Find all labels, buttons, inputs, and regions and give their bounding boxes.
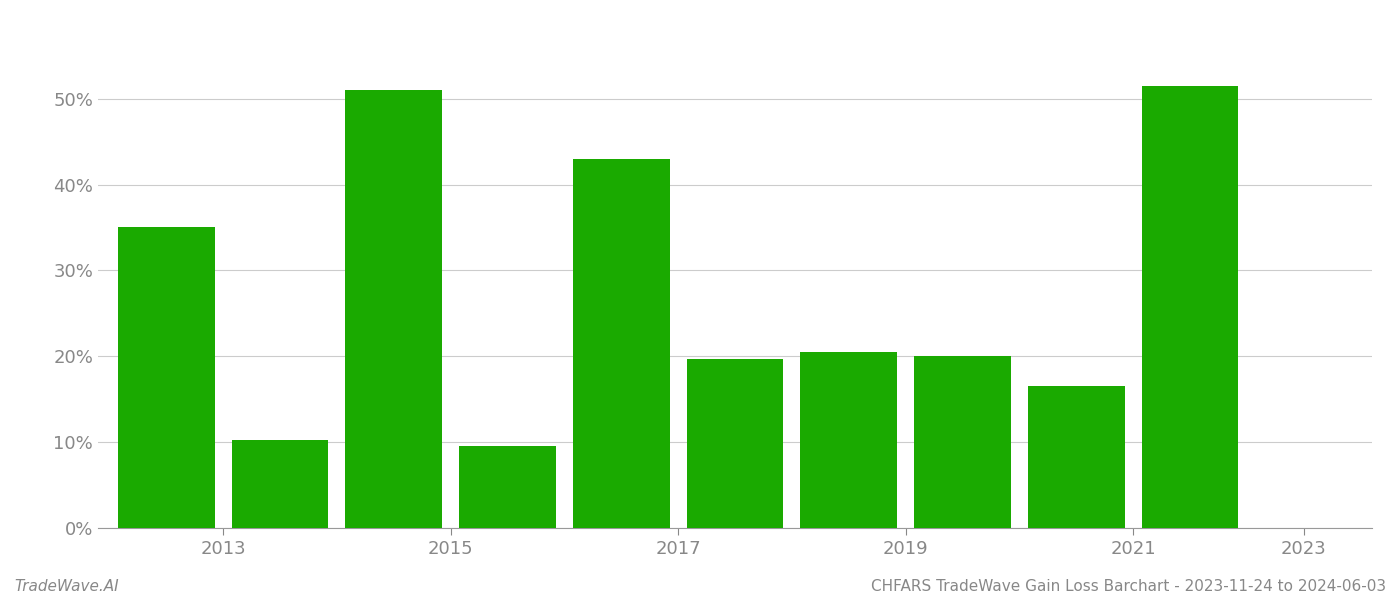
Bar (801, 352, 897, 528)
Bar (573, 159, 669, 528)
Bar (686, 359, 784, 528)
Bar (1028, 386, 1124, 528)
Bar (459, 446, 556, 528)
Bar (1141, 86, 1239, 528)
Bar (914, 356, 1011, 528)
Text: TradeWave.AI: TradeWave.AI (14, 579, 119, 594)
Text: CHFARS TradeWave Gain Loss Barchart - 2023-11-24 to 2024-06-03: CHFARS TradeWave Gain Loss Barchart - 20… (871, 579, 1386, 594)
Bar (118, 227, 214, 528)
Bar (346, 90, 442, 528)
Bar (231, 440, 329, 528)
